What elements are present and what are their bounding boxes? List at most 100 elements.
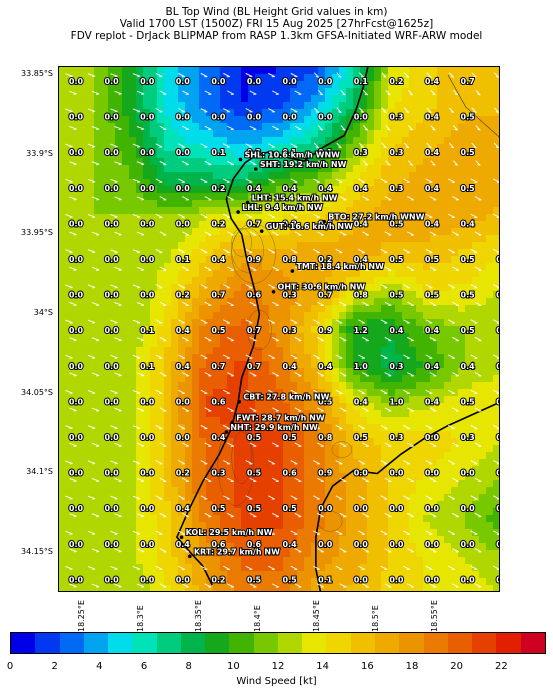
wind-speed-cell [430,564,438,572]
wind-speed-cell [234,459,242,467]
wind-speed-cell [409,522,417,530]
wind-speed-cell [192,200,200,208]
wind-speed-cell [360,522,368,530]
wind-speed-cell [157,347,165,355]
wind-speed-cell [255,144,263,152]
wind-speed-cell [381,333,389,341]
wind-speed-cell [276,116,284,124]
wind-speed-cell [136,487,144,495]
wind-speed-cell [472,550,480,558]
wind-speed-cell [199,550,207,558]
wind-speed-cell [171,515,179,523]
wind-speed-cell [339,228,347,236]
wind-speed-cell [437,137,445,145]
wind-speed-cell [297,123,305,131]
wind-speed-cell [227,242,235,250]
wind-speed-cell [304,137,312,145]
wind-speed-cell [416,403,424,411]
wind-speed-cell [290,459,298,467]
wind-speed-cell [220,172,228,180]
wind-arrow [340,89,346,96]
wind-speed-cell [269,270,277,278]
wind-speed-cell [472,396,480,404]
wind-speed-cell [234,326,242,334]
wind-speed-cell [318,536,326,544]
wind-speed-cell [171,116,179,124]
wind-speed-cell [136,361,144,369]
wind-speed-cell [87,67,95,75]
wind-speed-cell [283,221,291,229]
wind-speed-cell [304,515,312,523]
wind-speed-cell [73,67,81,75]
wind-speed-cell [101,347,109,355]
wind-speed-cell [255,452,263,460]
wind-speed-cell [276,417,284,425]
wind-speed-cell [101,228,109,236]
wind-speed-cell [94,88,102,96]
wind-speed-cell [367,445,375,453]
wind-speed-cell [150,424,158,432]
wind-speed-cell [171,550,179,558]
wind-speed-cell [409,74,417,82]
wind-speed-cell [255,382,263,390]
wind-speed-cell [472,67,480,75]
wind-speed-cell [451,95,459,103]
wind-speed-cell [458,88,466,96]
wind-speed-cell [108,179,116,187]
wind-speed-cell [122,193,130,201]
wind-speed-cell [395,473,403,481]
wind-speed-cell [395,277,403,285]
wind-speed-cell [374,67,382,75]
wind-speed-cell [87,158,95,166]
wind-speed-cell [332,368,340,376]
wind-speed-cell [185,515,193,523]
wind-speed-cell [318,347,326,355]
wind-speed-cell [87,256,95,264]
wind-speed-cell [80,515,88,523]
wind-speed-cell [262,403,270,411]
wind-speed-cell [80,382,88,390]
wind-speed-cell [430,536,438,544]
wind-speed-cell [430,312,438,320]
wind-speed-cell [73,312,81,320]
wind-speed-cell [381,396,389,404]
wind-speed-cell [374,347,382,355]
wind-speed-cell [423,200,431,208]
wind-speed-cell [472,529,480,537]
wind-speed-cell [164,305,172,313]
wind-speed-cell [122,179,130,187]
wind-speed-cell [395,186,403,194]
wind-speed-cell [115,340,123,348]
wind-speed-cell [409,130,417,138]
wind-speed-cell [101,410,109,418]
wind-speed-cell [171,564,179,572]
wind-speed-cell [227,81,235,89]
wind-speed-cell [465,389,473,397]
wind-speed-cell [444,144,452,152]
wind-speed-cell [367,95,375,103]
wind-speed-cell [66,263,74,271]
wind-speed-cell [472,522,480,530]
wind-speed-cell [136,438,144,446]
wind-speed-cell [423,452,431,460]
wind-speed-cell [465,249,473,257]
wind-speed-cell [73,305,81,313]
wind-speed-cell [290,305,298,313]
wind-speed-cell [199,347,207,355]
wind-speed-cell [374,186,382,194]
wind-speed-cell [339,235,347,243]
wind-speed-cell [444,242,452,250]
wind-speed-cell [283,396,291,404]
wind-speed-cell [87,403,95,411]
wind-speed-cell [304,81,312,89]
wind-speed-cell [360,557,368,565]
wind-speed-cell [185,438,193,446]
wind-speed-cell [276,431,284,439]
wind-speed-cell [101,221,109,229]
wind-speed-cell [178,508,186,516]
wind-speed-cell [353,249,361,257]
wind-speed-cell [367,165,375,173]
wind-speed-cell [437,74,445,82]
wind-speed-cell [290,130,298,138]
wind-speed-cell [374,578,382,586]
